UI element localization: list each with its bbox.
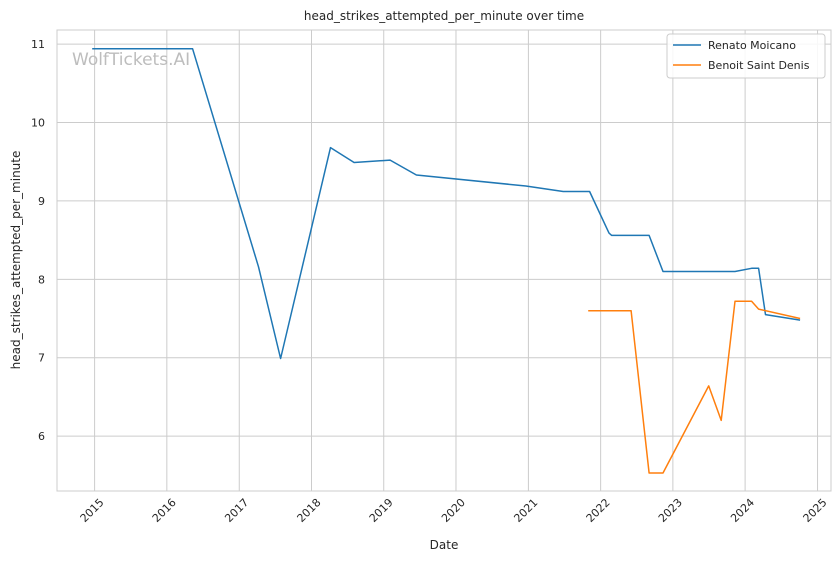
y-tick-label: 10	[31, 117, 45, 130]
plot-area	[56, 29, 832, 492]
watermark-text: WolfTickets.AI	[72, 50, 190, 70]
y-axis-label: head_strikes_attempted_per_minute	[9, 151, 23, 370]
series-layer	[92, 48, 801, 474]
legend-box	[666, 33, 826, 79]
chart-title: head_strikes_attempted_per_minute over t…	[304, 9, 584, 23]
legend: Renato Moicano Benoit Saint Denis	[666, 33, 826, 79]
y-tick-label: 6	[38, 430, 45, 443]
legend-label-benoit-saint-denis: Benoit Saint Denis	[708, 59, 810, 72]
x-axis-label: Date	[430, 538, 459, 552]
y-gridlines	[57, 43, 831, 437]
y-axis-ticks: 6 7 8 9 10 11	[31, 38, 45, 443]
series-line-renato-moicano	[92, 48, 801, 360]
y-tick-label: 8	[38, 273, 45, 286]
legend-label-renato-moicano: Renato Moicano	[708, 39, 796, 52]
x-gridlines	[94, 30, 819, 491]
y-tick-label: 7	[38, 352, 45, 365]
y-tick-label: 11	[31, 38, 45, 51]
y-tick-label: 9	[38, 195, 45, 208]
series-line-benoit-saint-denis	[588, 300, 801, 474]
